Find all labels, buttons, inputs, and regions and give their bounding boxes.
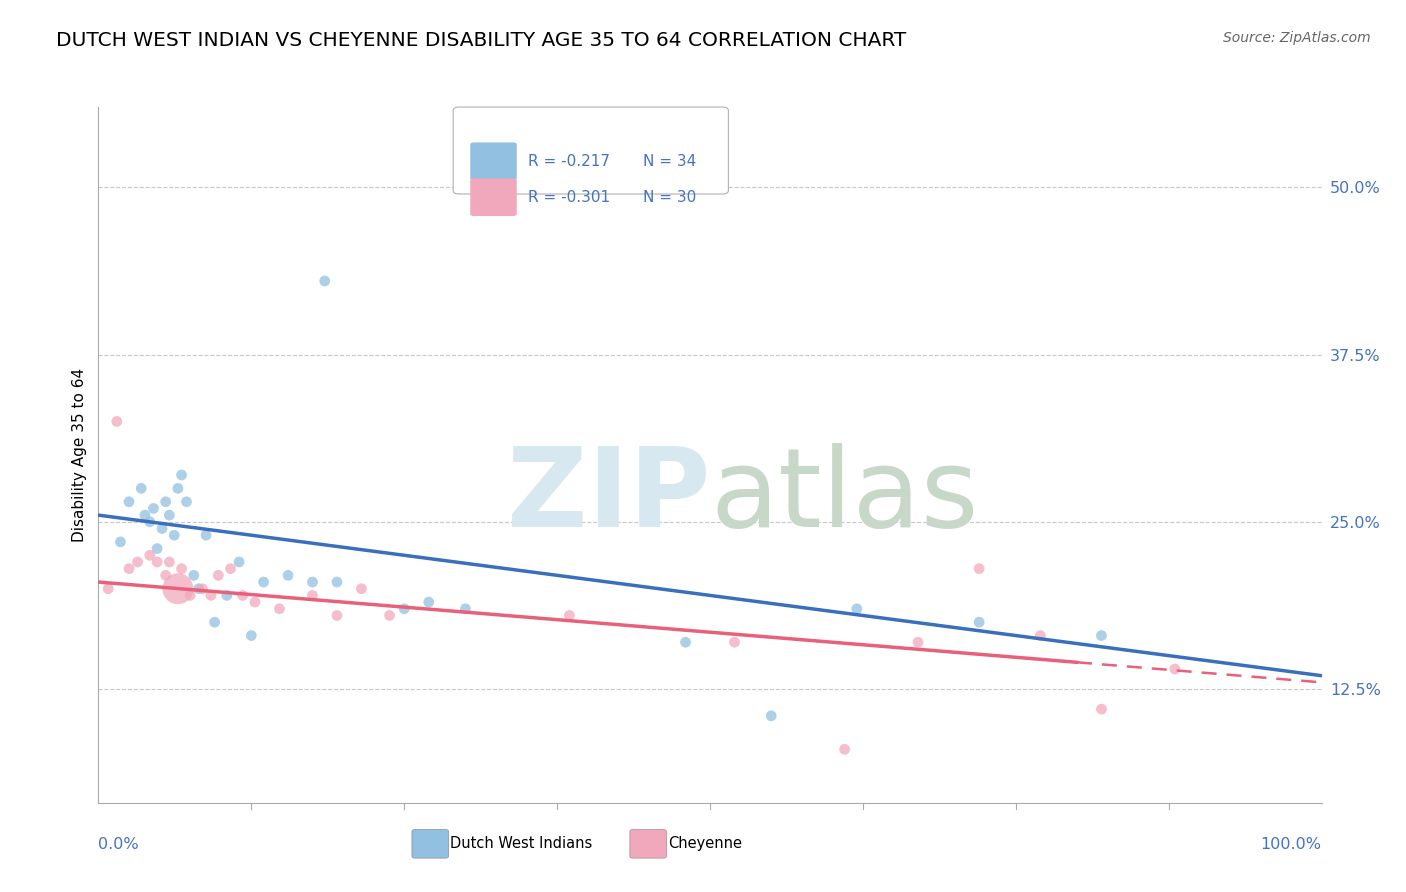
Point (1090, 628, 1112, 642)
Point (150, 521, 173, 535)
Point (219, 562, 242, 576)
Point (301, 589, 323, 603)
Point (1090, 702, 1112, 716)
Point (157, 555, 180, 569)
Point (845, 602, 868, 616)
Point (350, 582, 373, 596)
Point (1164, 662, 1187, 676)
Point (200, 589, 222, 603)
Point (301, 575, 323, 590)
Point (97, 582, 120, 596)
Point (134, 508, 156, 523)
Point (1029, 628, 1052, 642)
Point (314, 274, 336, 288)
Point (118, 562, 141, 576)
Text: R = -0.217: R = -0.217 (527, 153, 610, 169)
Point (232, 589, 254, 603)
Point (139, 515, 162, 529)
Point (252, 575, 274, 590)
Point (167, 582, 190, 596)
Point (204, 615, 226, 630)
Text: N = 30: N = 30 (643, 190, 696, 205)
Point (207, 568, 229, 582)
Point (170, 468, 193, 483)
Y-axis label: Disability Age 35 to 64: Disability Age 35 to 64 (72, 368, 87, 542)
Point (163, 528, 186, 542)
Text: atlas: atlas (710, 443, 979, 550)
Point (378, 608, 401, 623)
Point (157, 508, 180, 523)
Point (967, 615, 990, 630)
Point (277, 568, 299, 582)
Text: 100.0%: 100.0% (1261, 837, 1322, 852)
FancyBboxPatch shape (470, 143, 517, 180)
Point (195, 528, 218, 542)
Point (243, 595, 266, 609)
Point (215, 589, 238, 603)
Point (558, 608, 581, 623)
FancyBboxPatch shape (470, 178, 517, 216)
Point (146, 555, 169, 569)
Point (761, 708, 783, 723)
Point (170, 562, 193, 576)
Point (228, 555, 250, 569)
Text: 0.0%: 0.0% (98, 837, 139, 852)
Point (179, 589, 201, 603)
Point (127, 555, 149, 569)
Point (176, 494, 198, 508)
Point (418, 595, 440, 609)
Point (454, 602, 477, 616)
Text: N = 34: N = 34 (643, 153, 696, 169)
Point (392, 602, 416, 616)
Point (167, 482, 190, 496)
Point (155, 494, 177, 508)
Text: ZIP: ZIP (506, 443, 710, 550)
Point (675, 635, 697, 649)
Point (129, 482, 152, 496)
Point (105, 414, 128, 429)
Point (907, 635, 929, 649)
Point (110, 535, 132, 549)
Point (191, 582, 214, 596)
Text: Dutch West Indians: Dutch West Indians (450, 837, 592, 851)
Point (326, 575, 349, 590)
FancyBboxPatch shape (453, 107, 728, 194)
Point (183, 568, 205, 582)
Point (967, 562, 990, 576)
Point (142, 501, 165, 516)
Text: Source: ZipAtlas.com: Source: ZipAtlas.com (1223, 31, 1371, 45)
Point (118, 494, 141, 508)
Point (269, 602, 291, 616)
Text: Cheyenne: Cheyenne (668, 837, 742, 851)
Point (139, 548, 162, 563)
Text: DUTCH WEST INDIAN VS CHEYENNE DISABILITY AGE 35 TO 64 CORRELATION CHART: DUTCH WEST INDIAN VS CHEYENNE DISABILITY… (56, 31, 907, 50)
Point (723, 635, 745, 649)
Point (326, 608, 349, 623)
Text: R = -0.301: R = -0.301 (527, 190, 610, 205)
Point (187, 582, 209, 596)
Point (834, 742, 856, 756)
Point (155, 568, 177, 582)
Point (146, 541, 169, 556)
Point (240, 628, 263, 642)
